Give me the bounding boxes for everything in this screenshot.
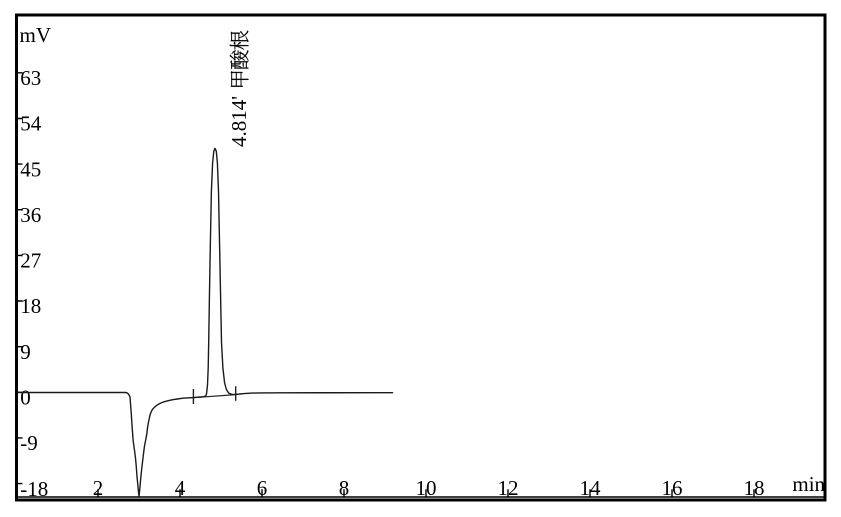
svg-text:min: min — [792, 472, 825, 496]
svg-text:-9: -9 — [20, 431, 38, 455]
svg-text:63: 63 — [20, 66, 41, 90]
svg-text:9: 9 — [20, 340, 31, 364]
svg-text:27: 27 — [20, 249, 41, 273]
svg-text:8: 8 — [339, 476, 350, 500]
svg-text:18: 18 — [744, 476, 765, 500]
svg-text:16: 16 — [662, 476, 683, 500]
svg-text:0: 0 — [20, 386, 31, 410]
svg-text:10: 10 — [416, 476, 437, 500]
svg-text:4.814': 4.814' — [227, 96, 251, 147]
svg-text:14: 14 — [580, 476, 602, 500]
svg-text:2: 2 — [93, 476, 104, 500]
svg-text:12: 12 — [498, 476, 519, 500]
svg-text:36: 36 — [20, 203, 41, 227]
svg-text:6: 6 — [257, 476, 268, 500]
svg-text:54: 54 — [20, 112, 42, 136]
svg-text:18: 18 — [20, 294, 41, 318]
svg-text:mV: mV — [20, 23, 52, 47]
svg-text:-18: -18 — [20, 477, 48, 501]
svg-text:4: 4 — [175, 476, 186, 500]
svg-text:45: 45 — [20, 157, 41, 181]
